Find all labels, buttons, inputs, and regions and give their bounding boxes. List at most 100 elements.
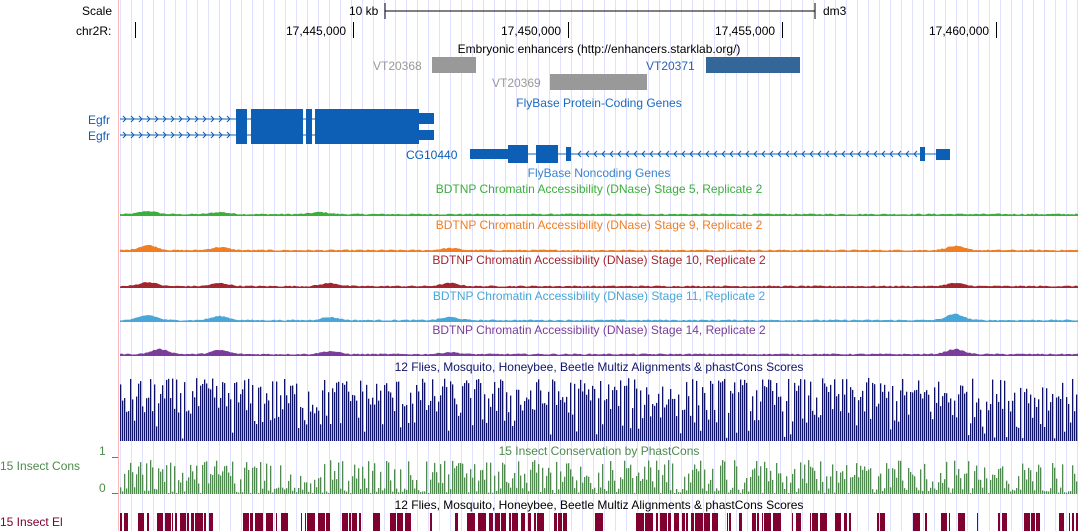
guide-line (362, 0, 363, 531)
guide-line (439, 0, 440, 531)
dnase-signal-stage9[interactable] (120, 236, 1078, 252)
guide-line (1044, 0, 1045, 531)
guide-line (780, 0, 781, 531)
guide-line (263, 0, 264, 531)
guide-line (692, 0, 693, 531)
scale-value: 10 kb (349, 4, 379, 18)
chrom-label: chr2R: (76, 24, 112, 38)
gene-label[interactable]: CG10440 (406, 148, 458, 162)
axis-tick (112, 493, 118, 494)
enhancer-label[interactable]: VT20369 (492, 76, 541, 90)
phastcons-signal[interactable] (120, 458, 1078, 494)
elements-track-title: 12 Flies, Mosquito, Honeybee, Beetle Mul… (394, 498, 804, 512)
guide-line (714, 0, 715, 531)
gene-models[interactable] (0, 100, 1078, 170)
guide-line (912, 0, 913, 531)
guide-line (626, 0, 627, 531)
axis-tick (112, 457, 118, 458)
guide-line (868, 0, 869, 531)
guide-line (164, 0, 165, 531)
guide-line (252, 0, 253, 531)
genes-track-title: FlyBase Protein-Coding Genes (516, 96, 682, 110)
elements-side-label[interactable]: 15 Insect El (0, 515, 63, 529)
guide-line (241, 0, 242, 531)
enhancer-label[interactable]: VT20371 (646, 59, 695, 73)
dnase-signal-stage5[interactable] (120, 200, 1078, 216)
guide-line (505, 0, 506, 531)
scale-bar (384, 3, 816, 19)
guide-line (494, 0, 495, 531)
guide-line (1011, 0, 1012, 531)
guide-line (153, 0, 154, 531)
conserved-elements-signal[interactable] (120, 513, 1078, 531)
guide-line (956, 0, 957, 531)
noncoding-track-title: FlyBase Noncoding Genes (527, 166, 671, 180)
guide-line (1000, 0, 1001, 531)
guide-line (175, 0, 176, 531)
ruler-tick (568, 22, 569, 38)
enhancer-label[interactable]: VT20368 (373, 59, 422, 73)
left-margin-divider (118, 0, 119, 531)
signal-graph (120, 210, 1078, 216)
guide-line (307, 0, 308, 531)
dnase-track-title: BDTNP Chromatin Accessibility (DNase) St… (432, 323, 766, 337)
dnase-track-title: BDTNP Chromatin Accessibility (DNase) St… (435, 218, 763, 232)
guide-line (318, 0, 319, 531)
guide-line (472, 0, 473, 531)
guide-line (538, 0, 539, 531)
window-grid (120, 0, 1078, 531)
guide-line (846, 0, 847, 531)
guide-line (351, 0, 352, 531)
phastcons-side-label[interactable]: 15 Insect Cons (0, 459, 81, 473)
phastcons-ymin: 0 (99, 481, 106, 495)
guide-line (670, 0, 671, 531)
ruler-position: 17,450,000 (501, 24, 562, 38)
signal-graph (120, 348, 1078, 356)
enhancers-track-title: Embryonic enhancers (http://enhancers.st… (457, 42, 741, 56)
guide-line (582, 0, 583, 531)
guide-line (813, 0, 814, 531)
guide-line (769, 0, 770, 531)
guide-line (296, 0, 297, 531)
guide-line (1066, 0, 1067, 531)
dnase-track-title: BDTNP Chromatin Accessibility (DNase) St… (432, 253, 766, 267)
guide-line (615, 0, 616, 531)
enhancer-feature[interactable] (550, 74, 647, 90)
guide-line (571, 0, 572, 531)
guide-line (527, 0, 528, 531)
guide-line (593, 0, 594, 531)
guide-line (758, 0, 759, 531)
enhancer-feature[interactable] (432, 57, 476, 73)
guide-line (923, 0, 924, 531)
guide-line (824, 0, 825, 531)
guide-line (934, 0, 935, 531)
element-blocks (120, 513, 1078, 531)
multiz-conservation-signal[interactable] (120, 376, 1078, 441)
guide-line (703, 0, 704, 531)
dnase-signal-stage14[interactable] (120, 340, 1078, 356)
guide-line (989, 0, 990, 531)
guide-line (406, 0, 407, 531)
guide-line (219, 0, 220, 531)
guide-line (1033, 0, 1034, 531)
guide-line (1055, 0, 1056, 531)
assembly-label: dm3 (823, 4, 847, 18)
guide-line (131, 0, 132, 531)
guide-line (901, 0, 902, 531)
guide-line (648, 0, 649, 531)
guide-line (879, 0, 880, 531)
guide-line (373, 0, 374, 531)
enhancer-feature[interactable] (706, 57, 800, 73)
guide-line (450, 0, 451, 531)
dnase-signal-stage10[interactable] (120, 272, 1078, 288)
guide-line (659, 0, 660, 531)
guide-line (604, 0, 605, 531)
gene-label[interactable]: Egfr (88, 129, 111, 143)
scale-label: Scale (82, 4, 113, 18)
guide-line (417, 0, 418, 531)
guide-line (340, 0, 341, 531)
gene-label[interactable]: Egfr (88, 113, 111, 127)
dnase-signal-stage11[interactable] (120, 306, 1078, 322)
bar-graph (120, 378, 1078, 441)
